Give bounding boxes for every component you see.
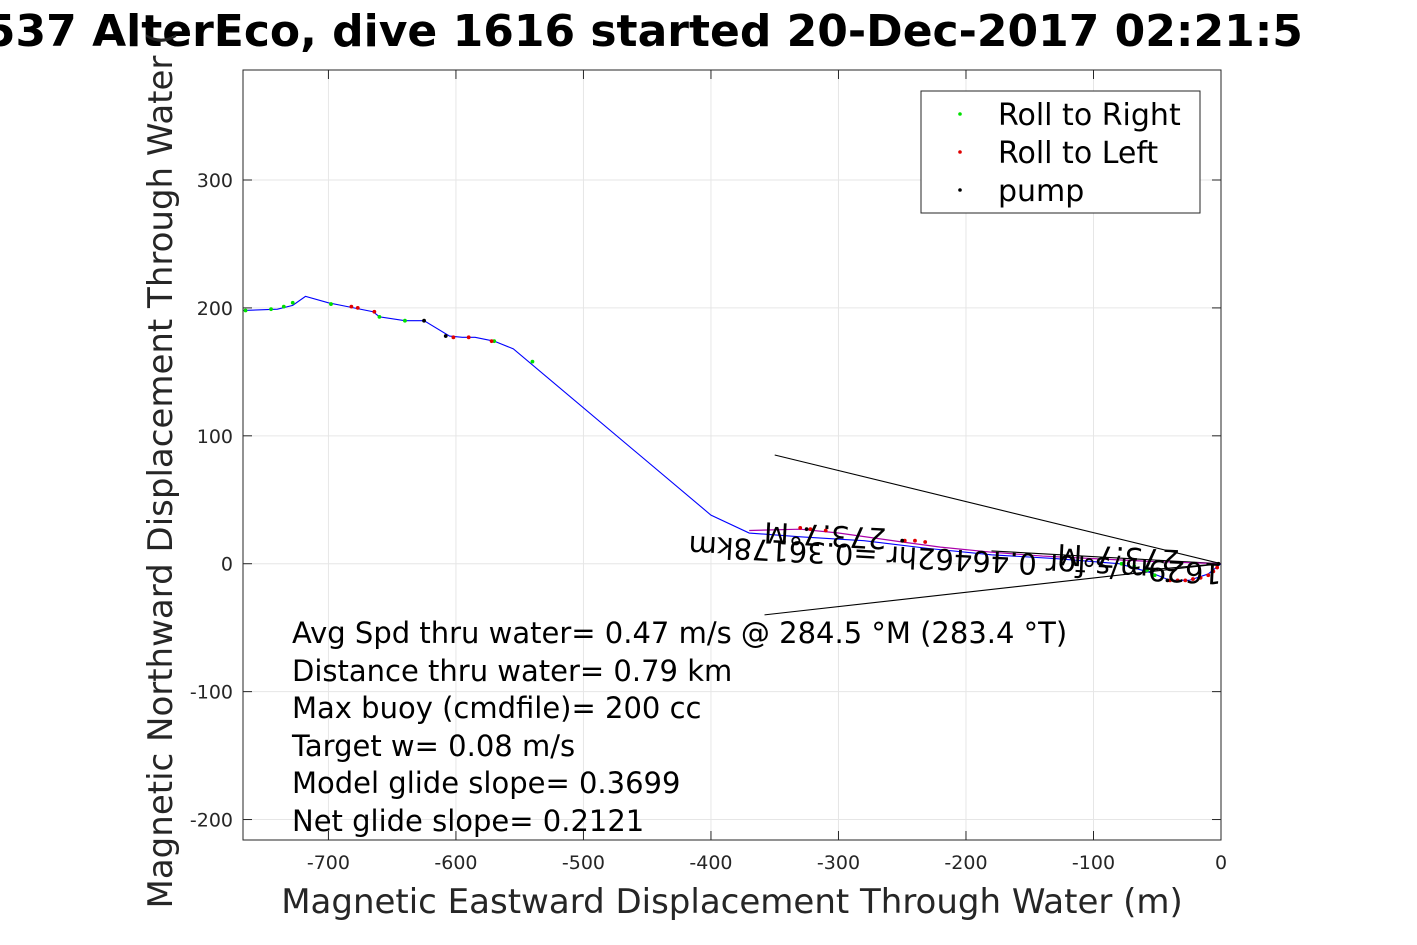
roll-left-point	[355, 306, 360, 310]
roll-right-point	[243, 308, 248, 313]
y-tick-label: -200	[190, 810, 233, 832]
wedge-line	[991, 550, 1221, 565]
roll-left-point	[823, 528, 828, 533]
roll-left-point	[1175, 578, 1180, 583]
roll-right-point	[1152, 573, 1157, 578]
stats-line: Max buoy (cmdfile)= 200 cc	[292, 691, 701, 725]
stats-block: Avg Spd thru water= 0.47 m/s @ 284.5 °M …	[291, 616, 1067, 838]
roll-left-point	[451, 335, 456, 340]
plot-frame	[242, 69, 1222, 841]
tick-labels: -700 -600 -500 -400 -300 -200 -100 0 -200 -100 0 10…	[190, 170, 1227, 874]
x-tick-label: -500	[562, 852, 605, 874]
rotated-annotation: 273.7°M	[1056, 537, 1180, 577]
legend-marker-roll-right	[958, 112, 962, 116]
roll-right-point	[377, 314, 382, 319]
roll-left-point	[489, 339, 494, 344]
roll-left-point	[1211, 569, 1216, 574]
track-series-line	[243, 295, 1221, 581]
legend: Roll to Right Roll to Left pump	[920, 90, 1201, 214]
roll-right-point	[290, 300, 295, 305]
rotated-annotation: 273.7°M	[763, 515, 887, 555]
roll-left-point	[798, 526, 803, 530]
roll-left-point	[372, 309, 377, 314]
roll-left-point	[1206, 573, 1211, 578]
roll-left-point	[1198, 575, 1203, 580]
roll-left-point	[1183, 578, 1188, 583]
roll-right-point	[269, 307, 273, 312]
pump-point	[443, 334, 448, 338]
stats-line: Distance thru water= 0.79 km	[292, 654, 732, 688]
legend-box	[920, 90, 1201, 214]
stats-line: Avg Spd thru water= 0.47 m/s @ 284.5 °M …	[292, 616, 1067, 650]
y-axis-label: Magnetic Northward Displacement Through …	[141, 32, 181, 909]
roll-left-point	[808, 527, 813, 532]
legend-label-pump: pump	[998, 174, 1084, 209]
pump-point	[1165, 578, 1170, 583]
x-tick-label: -200	[944, 852, 987, 874]
wedge-line	[774, 454, 1221, 565]
roll-left-point	[466, 335, 471, 340]
wedge-line	[764, 563, 1221, 616]
legend-label-roll-right: Roll to Right	[998, 98, 1181, 133]
roll-left-point	[913, 538, 917, 543]
roll-left-point	[1191, 577, 1195, 581]
pump-point	[804, 527, 809, 532]
pump-point	[900, 538, 905, 543]
roll-right-point	[1119, 561, 1124, 566]
x-tick-label: 0	[1215, 852, 1227, 874]
pump-point	[422, 318, 426, 323]
roll-left-point	[349, 304, 354, 309]
markers	[243, 300, 1221, 583]
y-tick-label: -100	[190, 682, 233, 704]
roll-right-point	[403, 318, 407, 323]
x-tick-label: -700	[307, 852, 350, 874]
legend-marker-roll-left	[958, 150, 962, 154]
y-tick-label: 200	[197, 298, 233, 320]
track-line	[243, 295, 1221, 581]
pump-point	[1216, 561, 1221, 566]
x-tick-label: -400	[689, 852, 732, 874]
stats-line: Model glide slope= 0.3699	[292, 766, 680, 800]
roll-right-point	[1145, 568, 1149, 573]
stats-line: Net glide slope= 0.2121	[292, 804, 644, 838]
roll-right-point	[281, 304, 286, 309]
roll-right-point	[1132, 564, 1137, 569]
y-tick-label: 300	[197, 170, 233, 192]
legend-label-roll-left: Roll to Left	[998, 136, 1158, 171]
y-tick-label: 100	[197, 426, 233, 448]
roll-right-point	[329, 302, 333, 306]
chart-title: SG537 AlterEco, dive 1616 started 20-Dec…	[0, 6, 1303, 57]
x-tick-label: -300	[817, 852, 860, 874]
legend-marker-pump	[958, 188, 962, 192]
roll-right-point	[530, 359, 535, 364]
x-axis-label: Magnetic Eastward Displacement Through W…	[281, 882, 1183, 922]
roll-left-point	[923, 540, 928, 544]
wedge-lines	[764, 454, 1221, 616]
x-tick-label: -100	[1072, 852, 1115, 874]
roll-left-point	[1215, 565, 1220, 570]
y-tick-label: 0	[221, 554, 233, 576]
stats-line: Target w= 0.08 m/s	[291, 729, 575, 763]
wedge-line	[1144, 563, 1221, 571]
x-tick-label: -600	[434, 852, 477, 874]
